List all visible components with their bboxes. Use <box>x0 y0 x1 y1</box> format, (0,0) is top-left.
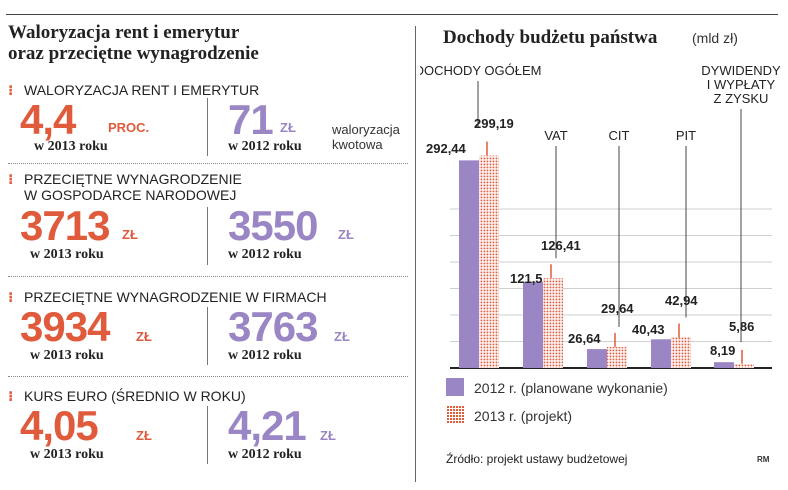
section-label: ⁝ PRZECIĘTNE WYNAGRODZENIE W GOSPODARCE … <box>8 171 408 203</box>
left-title-line1: Waloryzacja rent i emerytur <box>8 22 240 43</box>
category-label: PIT <box>676 128 696 143</box>
value-2013: 4,4 <box>20 96 76 143</box>
category-label-line: DOCHODY OGÓŁEM <box>420 63 541 78</box>
left-panel-title: Waloryzacja rent i emerytur oraz przecię… <box>8 22 408 64</box>
section-euro-rate: ⁝ KURS EURO (ŚREDNIO W ROKU) 4,05 ZŁ w 2… <box>8 388 408 468</box>
unit-2012: ZŁ <box>280 120 296 135</box>
year-2013: w 2013 roku <box>30 348 104 363</box>
chart-unit: (mld zł) <box>692 30 738 46</box>
bar-2012 <box>714 362 734 368</box>
data-label-2013: 42,94 <box>665 293 698 308</box>
section-divider <box>8 276 408 278</box>
section-label: ⁝ WALORYZACJA RENT I EMERYTUR <box>8 82 408 98</box>
category-label-line: CIT <box>609 128 630 143</box>
year-2013: w 2013 roku <box>34 139 108 154</box>
column-divider <box>207 98 208 156</box>
author-credit: RM <box>757 455 770 464</box>
section-avg-wage-companies: ⁝ PRZECIĘTNE WYNAGRODZENIE W FIRMACH 393… <box>8 289 408 371</box>
legend-swatch-2013 <box>446 406 464 424</box>
bullet-icon: ⁝ <box>8 388 14 404</box>
note-line2: kwotowa <box>332 137 383 152</box>
left-title-line2: oraz przeciętne wynagrodzenie <box>8 43 259 64</box>
year-2013: w 2013 roku <box>30 247 104 262</box>
value-2012: 4,21 <box>228 402 307 449</box>
unit-2013: ZŁ <box>136 329 152 344</box>
section-label-text: WALORYZACJA RENT I EMERYTUR <box>24 82 260 98</box>
year-2012: w 2012 roku <box>228 247 302 262</box>
data-label-2013: 29,64 <box>601 301 634 316</box>
top-rule <box>6 14 778 15</box>
section-label-line2: W GOSPODARCE NARODOWEJ <box>24 187 237 203</box>
legend-swatch-2012 <box>446 378 464 396</box>
unit-2013: ZŁ <box>136 428 152 443</box>
data-label-2013: 5,86 <box>729 319 754 334</box>
section-label: ⁝ PRZECIĘTNE WYNAGRODZENIE W FIRMACH <box>8 289 408 305</box>
bar-2013 <box>607 346 627 368</box>
section-divider <box>8 376 408 378</box>
legend-label-2013: 2013 r. (projekt) <box>474 408 573 424</box>
data-label-2013: 126,41 <box>541 238 581 253</box>
year-2013: w 2013 roku <box>30 447 104 462</box>
unit-2012: ZŁ <box>320 428 336 443</box>
category-label-line: Z ZYSKU <box>714 91 769 106</box>
unit-2012: ZŁ <box>334 329 350 344</box>
unit-2013: ZŁ <box>122 227 138 242</box>
category-label-line: VAT <box>544 128 567 143</box>
bar-2012 <box>587 349 607 368</box>
category-label-line: I WYPŁATY <box>707 77 776 92</box>
chart-title: Dochody budżetu państwa <box>443 27 658 48</box>
legend-label-2012: 2012 r. (planowane wykonanie) <box>474 380 668 396</box>
bar-2013 <box>543 278 563 368</box>
bar-2012 <box>459 160 479 368</box>
column-divider <box>207 307 208 365</box>
section-label: ⁝ KURS EURO (ŚREDNIO W ROKU) <box>8 388 408 404</box>
bar-2013 <box>734 363 754 368</box>
category-label: DOCHODY OGÓŁEM <box>420 63 541 78</box>
bullet-icon: ⁝ <box>8 289 14 305</box>
category-label-line: DYWIDENDY <box>701 63 780 78</box>
bullet-icon: ⁝ <box>8 171 14 187</box>
indexation-note: waloryzacja kwotowa <box>332 122 400 152</box>
section-divider <box>8 163 408 165</box>
data-label-2012: 26,64 <box>568 331 601 346</box>
year-2012: w 2012 roku <box>228 139 302 154</box>
bar-2013 <box>671 337 691 368</box>
value-2012: 71 <box>228 96 274 143</box>
section-pension-indexation: ⁝ WALORYZACJA RENT I EMERYTUR 4,4 PROC. … <box>8 82 408 162</box>
value-2013: 3934 <box>20 303 110 350</box>
value-2012: 3550 <box>228 202 318 249</box>
unit-2013: PROC. <box>108 120 150 135</box>
source-note: Źródło: projekt ustawy budżetowej <box>446 452 628 466</box>
note-line1: waloryzacja <box>332 122 400 137</box>
value-2012: 3763 <box>228 303 318 350</box>
value-2013: 3713 <box>20 202 110 249</box>
column-divider <box>207 406 208 464</box>
data-label-2012: 121,5 <box>510 271 543 286</box>
category-label: CIT <box>609 128 630 143</box>
category-label: DYWIDENDY I WYPŁATY Z ZYSKU <box>701 63 780 106</box>
bar-2012 <box>651 339 671 368</box>
section-avg-wage-economy: ⁝ PRZECIĘTNE WYNAGRODZENIE W GOSPODARCE … <box>8 171 408 271</box>
year-2012: w 2012 roku <box>228 348 302 363</box>
year-2012: w 2012 roku <box>228 447 302 462</box>
data-label-2012: 8,19 <box>710 343 735 358</box>
section-label-line1: PRZECIĘTNE WYNAGRODZENIE <box>24 171 242 187</box>
section-label-text: KURS EURO (ŚREDNIO W ROKU) <box>24 388 246 404</box>
data-label-2012: 40,43 <box>632 322 665 337</box>
panel-separator <box>415 26 416 482</box>
bar-2012 <box>523 281 543 368</box>
category-label-line: PIT <box>676 128 696 143</box>
category-label: VAT <box>544 128 567 143</box>
unit-2012: ZŁ <box>338 227 354 242</box>
data-label-2012: 292,44 <box>426 141 467 156</box>
bullet-icon: ⁝ <box>8 82 14 98</box>
column-divider <box>207 207 208 265</box>
value-2013: 4,05 <box>20 402 99 449</box>
section-label-text: PRZECIĘTNE WYNAGRODZENIE W FIRMACH <box>24 289 327 305</box>
data-label-2013: 299,19 <box>474 116 514 131</box>
bar-2013 <box>479 155 499 368</box>
